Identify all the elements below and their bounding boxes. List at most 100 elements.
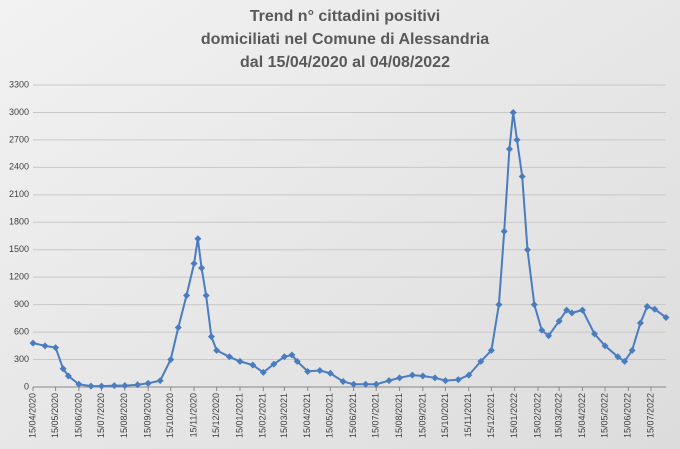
x-tick-label: 15/03/2021 — [279, 393, 289, 438]
data-point — [509, 108, 517, 116]
data-point — [487, 346, 495, 354]
x-tick-label: 15/11/2020 — [188, 393, 198, 437]
x-tick-label: 15/11/2021 — [463, 393, 473, 437]
y-tick-label: 0 — [24, 381, 29, 391]
data-point — [385, 377, 393, 385]
data-point — [41, 342, 49, 350]
data-point — [156, 377, 164, 385]
data-point — [568, 309, 576, 317]
data-point — [513, 136, 521, 144]
data-point — [167, 356, 175, 364]
y-tick-label: 2700 — [9, 134, 29, 144]
data-point — [555, 317, 563, 325]
data-point — [408, 371, 416, 379]
x-tick-label: 15/06/2020 — [73, 393, 83, 438]
data-point — [636, 319, 644, 327]
x-tick-label: 15/10/2020 — [165, 393, 175, 438]
data-point — [194, 235, 202, 243]
data-point — [202, 291, 210, 299]
y-tick-label: 2100 — [9, 189, 29, 199]
data-point — [601, 342, 609, 350]
data-point — [144, 379, 152, 387]
data-point — [236, 357, 244, 365]
data-point — [419, 372, 427, 380]
data-point — [59, 365, 67, 373]
data-point — [454, 376, 462, 384]
data-point — [628, 346, 636, 354]
y-tick-label: 600 — [14, 326, 29, 336]
x-tick-label: 15/06/2022 — [623, 393, 633, 438]
data-point — [134, 381, 142, 389]
data-point — [110, 382, 118, 390]
data-point — [280, 353, 288, 361]
x-tick-label: 15/02/2021 — [258, 393, 268, 438]
y-tick-label: 2400 — [9, 162, 29, 172]
data-point — [174, 324, 182, 332]
x-tick-label: 15/03/2022 — [553, 393, 563, 438]
data-point — [293, 357, 301, 365]
data-point — [431, 374, 439, 382]
y-tick-label: 900 — [14, 299, 29, 309]
data-point — [75, 380, 83, 388]
y-tick-label: 3000 — [9, 107, 29, 117]
data-point — [578, 306, 586, 314]
data-point — [213, 346, 221, 354]
x-tick-label: 15/09/2020 — [143, 393, 153, 438]
y-tick-label: 300 — [14, 354, 29, 364]
data-point — [64, 372, 72, 380]
data-point — [29, 339, 37, 347]
x-tick-label: 15/07/2022 — [645, 393, 655, 438]
x-tick-label: 15/04/2022 — [577, 393, 587, 438]
data-point — [190, 259, 198, 267]
x-tick-label: 15/08/2020 — [119, 393, 129, 438]
data-point — [500, 227, 508, 235]
x-tick-label: 15/12/2020 — [211, 393, 221, 438]
x-tick-label: 15/02/2022 — [532, 393, 542, 438]
data-point — [495, 301, 503, 309]
data-point — [662, 313, 670, 321]
x-tick-label: 15/05/2022 — [599, 393, 609, 438]
data-point — [465, 371, 473, 379]
data-point — [538, 326, 546, 334]
data-point — [52, 344, 60, 352]
data-point — [651, 305, 659, 313]
x-tick-label: 15/04/2021 — [302, 393, 312, 438]
data-point — [259, 368, 267, 376]
data-point — [396, 374, 404, 382]
data-point — [372, 380, 380, 388]
x-tick-label: 15/06/2021 — [348, 393, 358, 438]
data-point — [198, 264, 206, 272]
x-tick-label: 15/07/2020 — [96, 393, 106, 438]
data-point — [207, 333, 215, 341]
x-tick-label: 15/09/2021 — [417, 393, 427, 438]
x-tick-label: 15/01/2021 — [234, 393, 244, 438]
data-point — [288, 351, 296, 359]
x-tick-label: 15/05/2020 — [50, 393, 60, 438]
data-point — [249, 361, 257, 369]
data-point — [225, 353, 233, 361]
data-point — [524, 246, 532, 254]
x-tick-label: 15/08/2021 — [394, 393, 404, 438]
x-tick-label: 15/12/2021 — [486, 393, 496, 438]
data-point — [643, 302, 651, 310]
data-point — [590, 330, 598, 338]
data-point — [87, 382, 95, 390]
data-point — [270, 360, 278, 368]
data-point — [304, 367, 312, 375]
data-point — [614, 353, 622, 361]
chart-title: dal 15/04/2020 al 04/08/2022 — [240, 54, 450, 71]
data-point — [316, 367, 324, 375]
data-point — [530, 301, 538, 309]
data-point — [563, 306, 571, 314]
data-point — [183, 291, 191, 299]
series-line — [32, 112, 667, 388]
data-point — [545, 332, 553, 340]
x-tick-label: 15/01/2022 — [509, 393, 519, 438]
y-tick-label: 3300 — [9, 79, 29, 89]
data-point — [621, 357, 629, 365]
data-point — [477, 357, 485, 365]
data-point — [518, 173, 526, 181]
x-tick-label: 15/05/2021 — [325, 393, 335, 438]
